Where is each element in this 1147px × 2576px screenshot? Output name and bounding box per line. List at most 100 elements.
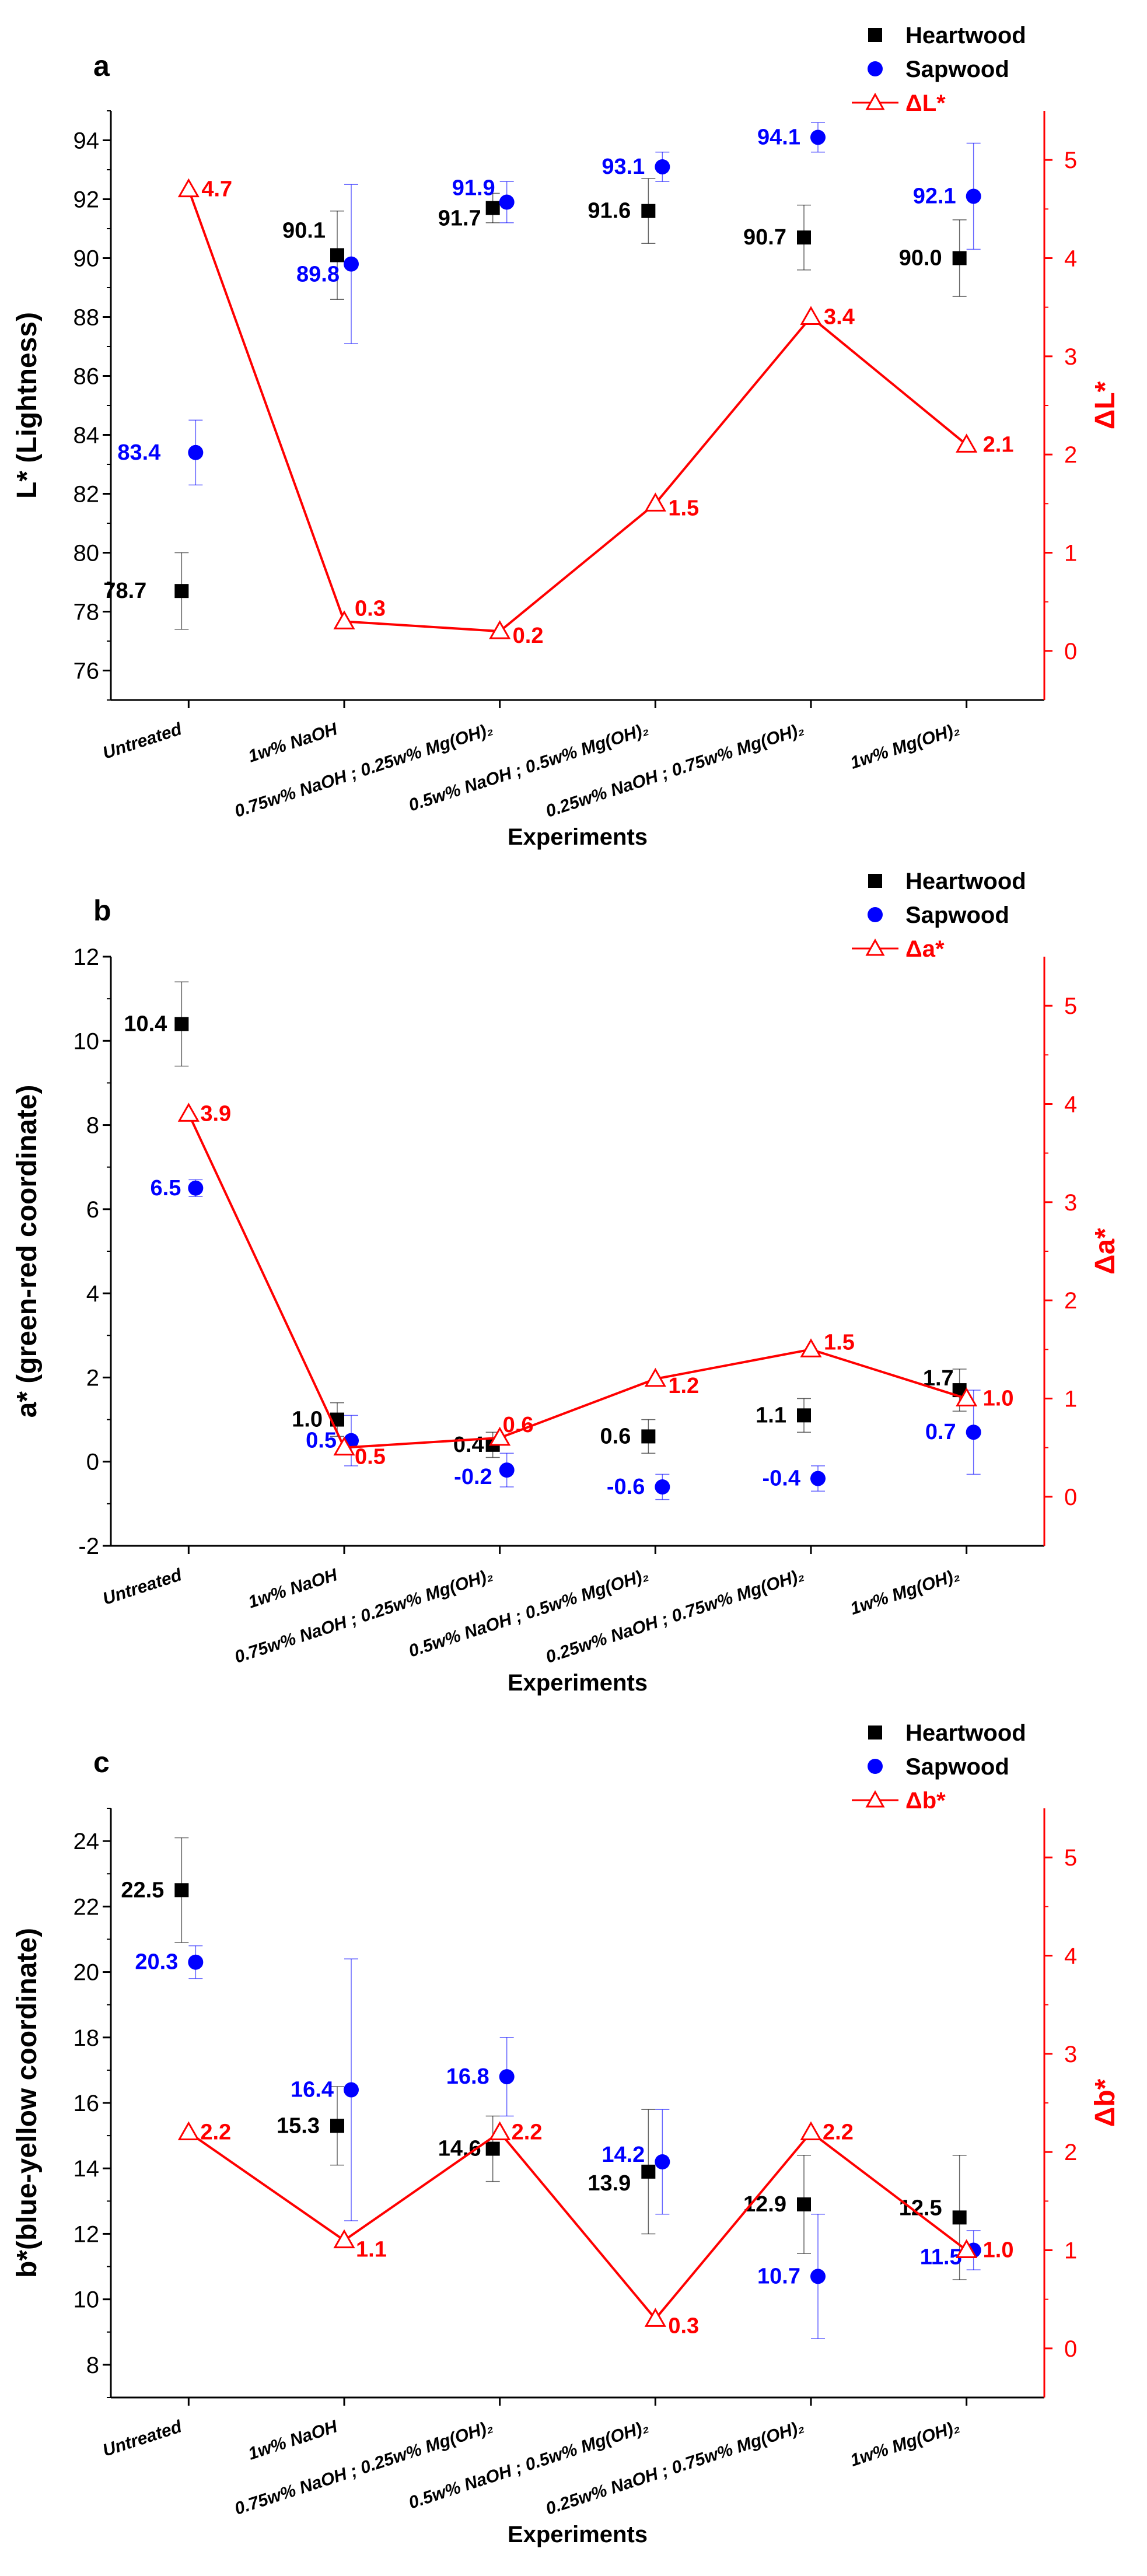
x-tick-label: 1w% NaOH [246,1565,340,1612]
right-tick-label: 2 [1064,442,1077,468]
right-tick-label: 2 [1064,1288,1077,1314]
data-point [966,188,981,204]
x-tick-label: 1w% Mg(OH)₂ [848,2417,961,2470]
legend-marker [868,28,882,42]
right-tick-label: 1 [1064,541,1077,566]
data-point [177,1102,200,1122]
legend-label: Heartwood [905,869,1026,894]
legend-label: Δa* [905,936,945,962]
series-sapwood: 6.5 0.5 -0.2 -0.6 -0.4 0.7 [151,1176,981,1500]
data-label: 10.4 [124,1012,167,1036]
data-point [644,492,666,512]
data-label: 93.1 [602,155,645,179]
data-point [966,1424,981,1440]
data-point [489,620,511,639]
data-point [174,1017,189,1031]
legend-marker [868,61,883,76]
x-tick-label: 0.25w% NaOH ; 0.75w% Mg(OH)₂ [543,2417,806,2519]
left-tick-label: 90 [74,246,100,272]
series-delta-b: 2.2 1.1 2.2 0.3 2.2 1.0 [177,2120,1014,2338]
left-tick-label: 16 [74,2091,100,2116]
x-tick-label: Untreated [100,2417,184,2460]
left-tick-label: 10 [74,1028,100,1054]
data-label: 22.5 [121,1878,164,1902]
data-label: 2.1 [983,432,1014,457]
right-axis-title: Δb* [1090,2078,1121,2127]
data-point [188,1180,204,1196]
data-label: 0.6 [600,1424,631,1448]
data-point [485,2141,500,2156]
right-tick-label: 1 [1064,2238,1077,2264]
left-tick-label: 18 [74,2025,100,2051]
left-tick-label: 76 [74,659,100,684]
series-delta-l: 4.7 0.3 0.2 1.5 3.4 2.1 [177,177,1014,648]
left-tick-label: 10 [74,2287,100,2313]
data-point [188,1954,204,1970]
data-label: 92.1 [913,184,956,208]
data-label: 1.2 [668,1374,699,1398]
data-point [489,1426,511,1446]
data-label: 0.3 [355,596,386,621]
x-tick-label: 0.5w% NaOH ; 0.5w% Mg(OH)₂ [406,2417,651,2512]
left-tick-label: 80 [74,541,100,566]
left-tick-label: 12 [74,2221,100,2247]
data-label: 0.5 [355,1445,386,1469]
data-point [485,201,500,215]
right-tick-label: 3 [1064,344,1077,370]
data-label: 0.5 [306,1429,337,1453]
data-point [952,2210,967,2225]
legend-marker [868,874,882,888]
right-tick-label: 0 [1064,2336,1077,2362]
data-point [489,2121,511,2140]
left-tick-label: 92 [74,187,100,213]
data-point [174,584,189,598]
left-tick-label: 88 [74,305,100,331]
data-label: 1.0 [983,2238,1014,2263]
data-point [641,2164,656,2179]
data-label: 83.4 [117,440,160,465]
data-label: 0.7 [925,1420,956,1444]
left-tick-label: 8 [86,1113,99,1139]
data-point [174,1883,189,1898]
data-point [956,433,978,453]
series-line [187,188,967,633]
data-label: 1.5 [668,496,699,520]
legend-marker [868,1726,882,1740]
data-label: 20.3 [135,1950,178,1975]
x-tick-label: Untreated [100,1565,184,1609]
legend: Heartwood Sapwood Δb* [852,1720,1026,1814]
data-point [499,2069,515,2085]
legend-label: Heartwood [905,1720,1026,1746]
x-axis-title: Experiments [508,2522,648,2547]
data-label: 4.7 [201,177,232,202]
data-point [330,2119,344,2133]
series-heartwood: 22.515.314.613.912.9 12.5 [121,1837,967,2280]
legend-label: Sapwood [905,57,1009,82]
data-point [177,178,200,198]
left-tick-label: 6 [86,1197,99,1223]
data-label: 3.4 [824,305,855,330]
panel-letter: a [93,50,110,82]
left-axis-title: a* (green-red coordinate) [12,1085,43,1418]
legend-label: Heartwood [905,23,1026,48]
right-tick-label: 3 [1064,2042,1077,2067]
left-tick-label: 86 [74,364,100,390]
data-label: 11.5 [920,2245,962,2270]
data-label: 16.4 [291,2078,334,2102]
chart-panel-a: a 76 78 80 82 84 86 88 90 92 94 0 1 2 3 4 5 Untreated 1w% … [12,23,1121,850]
data-label: 91.9 [452,176,495,201]
data-point [333,2229,355,2249]
legend: Heartwood Sapwood Δa* [852,869,1026,962]
series-heartwood: 78.7 90.1 91.7 91.6 90.7 90.0 [103,178,967,630]
right-axis-title: Δa* [1090,1228,1121,1275]
data-label: 90.7 [743,225,786,250]
left-tick-label: 24 [74,1829,100,1854]
panel-letter: b [93,894,111,927]
x-tick-label: Untreated [100,719,184,763]
data-point [344,256,359,272]
right-tick-label: 5 [1064,1845,1077,1871]
data-point [956,1387,978,1406]
